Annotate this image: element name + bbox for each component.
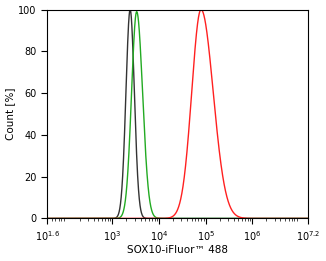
- Y-axis label: Count [%]: Count [%]: [6, 88, 16, 140]
- X-axis label: SOX10-iFluor™ 488: SOX10-iFluor™ 488: [127, 245, 228, 256]
